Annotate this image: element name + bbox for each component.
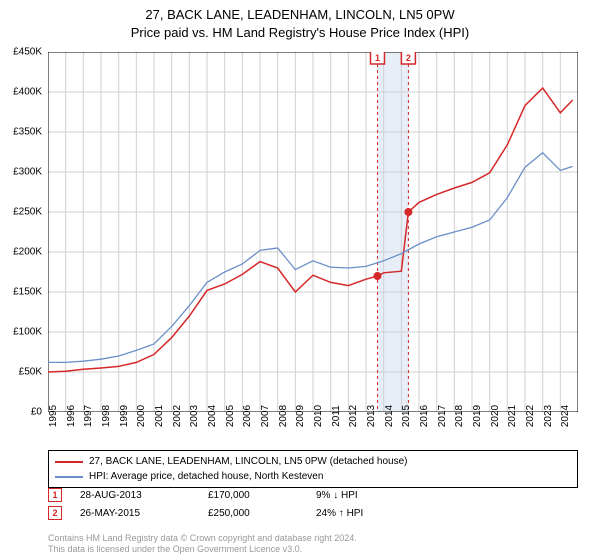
sale-row: 2 26-MAY-2015 £250,000 24% ↑ HPI [48,506,578,520]
x-tick-label: 2007 [260,405,271,427]
x-tick-label: 2010 [313,405,324,427]
x-tick-label: 2003 [189,405,200,427]
x-tick-label: 1996 [66,405,77,427]
chart-svg: 12 [48,52,578,412]
x-tick-label: 2006 [242,405,253,427]
y-tick-label: £250K [13,207,42,218]
x-tick-label: 2018 [454,405,465,427]
svg-text:2: 2 [406,53,411,63]
sale-hpi: 24% ↑ HPI [316,508,406,519]
x-tick-label: 2002 [172,405,183,427]
x-tick-label: 2009 [295,405,306,427]
legend: 27, BACK LANE, LEADENHAM, LINCOLN, LN5 0… [48,450,578,488]
y-tick-label: £450K [13,47,42,58]
x-tick-label: 1995 [48,405,59,427]
x-tick-label: 2014 [384,405,395,427]
x-tick-label: 2017 [437,405,448,427]
x-tick-label: 1997 [83,405,94,427]
sale-date: 28-AUG-2013 [80,490,190,501]
x-tick-label: 2024 [560,405,571,427]
sale-row: 1 28-AUG-2013 £170,000 9% ↓ HPI [48,488,578,502]
chart-title: 27, BACK LANE, LEADENHAM, LINCOLN, LN5 0… [0,0,600,42]
sale-marker: 2 [48,506,62,520]
x-tick-label: 2015 [401,405,412,427]
x-tick-label: 2008 [278,405,289,427]
x-axis-labels: 1995199619971998199920002001200220032004… [48,412,578,440]
footer-line-2: This data is licensed under the Open Gov… [48,544,578,556]
x-tick-label: 2013 [366,405,377,427]
y-tick-label: £150K [13,287,42,298]
title-line-2: Price paid vs. HM Land Registry's House … [0,24,600,42]
y-tick-label: £350K [13,127,42,138]
sales-table: 1 28-AUG-2013 £170,000 9% ↓ HPI 2 26-MAY-2015… [48,488,578,524]
title-line-1: 27, BACK LANE, LEADENHAM, LINCOLN, LN5 0… [0,6,600,24]
x-tick-label: 2012 [348,405,359,427]
x-tick-label: 1998 [101,405,112,427]
x-tick-label: 2001 [154,405,165,427]
x-tick-label: 2019 [472,405,483,427]
y-axis-labels: £0£50K£100K£150K£200K£250K£300K£350K£400… [0,52,44,412]
y-tick-label: £400K [13,87,42,98]
x-tick-label: 2004 [207,405,218,427]
x-tick-label: 2022 [525,405,536,427]
legend-label: 27, BACK LANE, LEADENHAM, LINCOLN, LN5 0… [89,454,407,469]
y-tick-label: £100K [13,327,42,338]
legend-item: HPI: Average price, detached house, Nort… [55,469,571,484]
sale-price: £250,000 [208,508,298,519]
sale-date: 26-MAY-2015 [80,508,190,519]
chart-plot-area: 12 £0£50K£100K£150K£200K£250K£300K£350K£… [48,52,578,412]
legend-item: 27, BACK LANE, LEADENHAM, LINCOLN, LN5 0… [55,454,571,469]
sale-price: £170,000 [208,490,298,501]
x-tick-label: 2000 [136,405,147,427]
footer-note: Contains HM Land Registry data © Crown c… [48,533,578,556]
x-tick-label: 1999 [119,405,130,427]
legend-swatch [55,476,83,478]
footer-line-1: Contains HM Land Registry data © Crown c… [48,533,578,545]
x-tick-label: 2023 [543,405,554,427]
svg-text:1: 1 [375,53,380,63]
x-tick-label: 2021 [507,405,518,427]
legend-label: HPI: Average price, detached house, Nort… [89,469,323,484]
y-tick-label: £0 [31,407,42,418]
sale-hpi: 9% ↓ HPI [316,490,406,501]
y-tick-label: £50K [19,367,42,378]
y-tick-label: £200K [13,247,42,258]
legend-swatch [55,461,83,463]
x-tick-label: 2020 [490,405,501,427]
x-tick-label: 2011 [331,405,342,427]
sale-marker: 1 [48,488,62,502]
y-tick-label: £300K [13,167,42,178]
x-tick-label: 2005 [225,405,236,427]
x-tick-label: 2016 [419,405,430,427]
